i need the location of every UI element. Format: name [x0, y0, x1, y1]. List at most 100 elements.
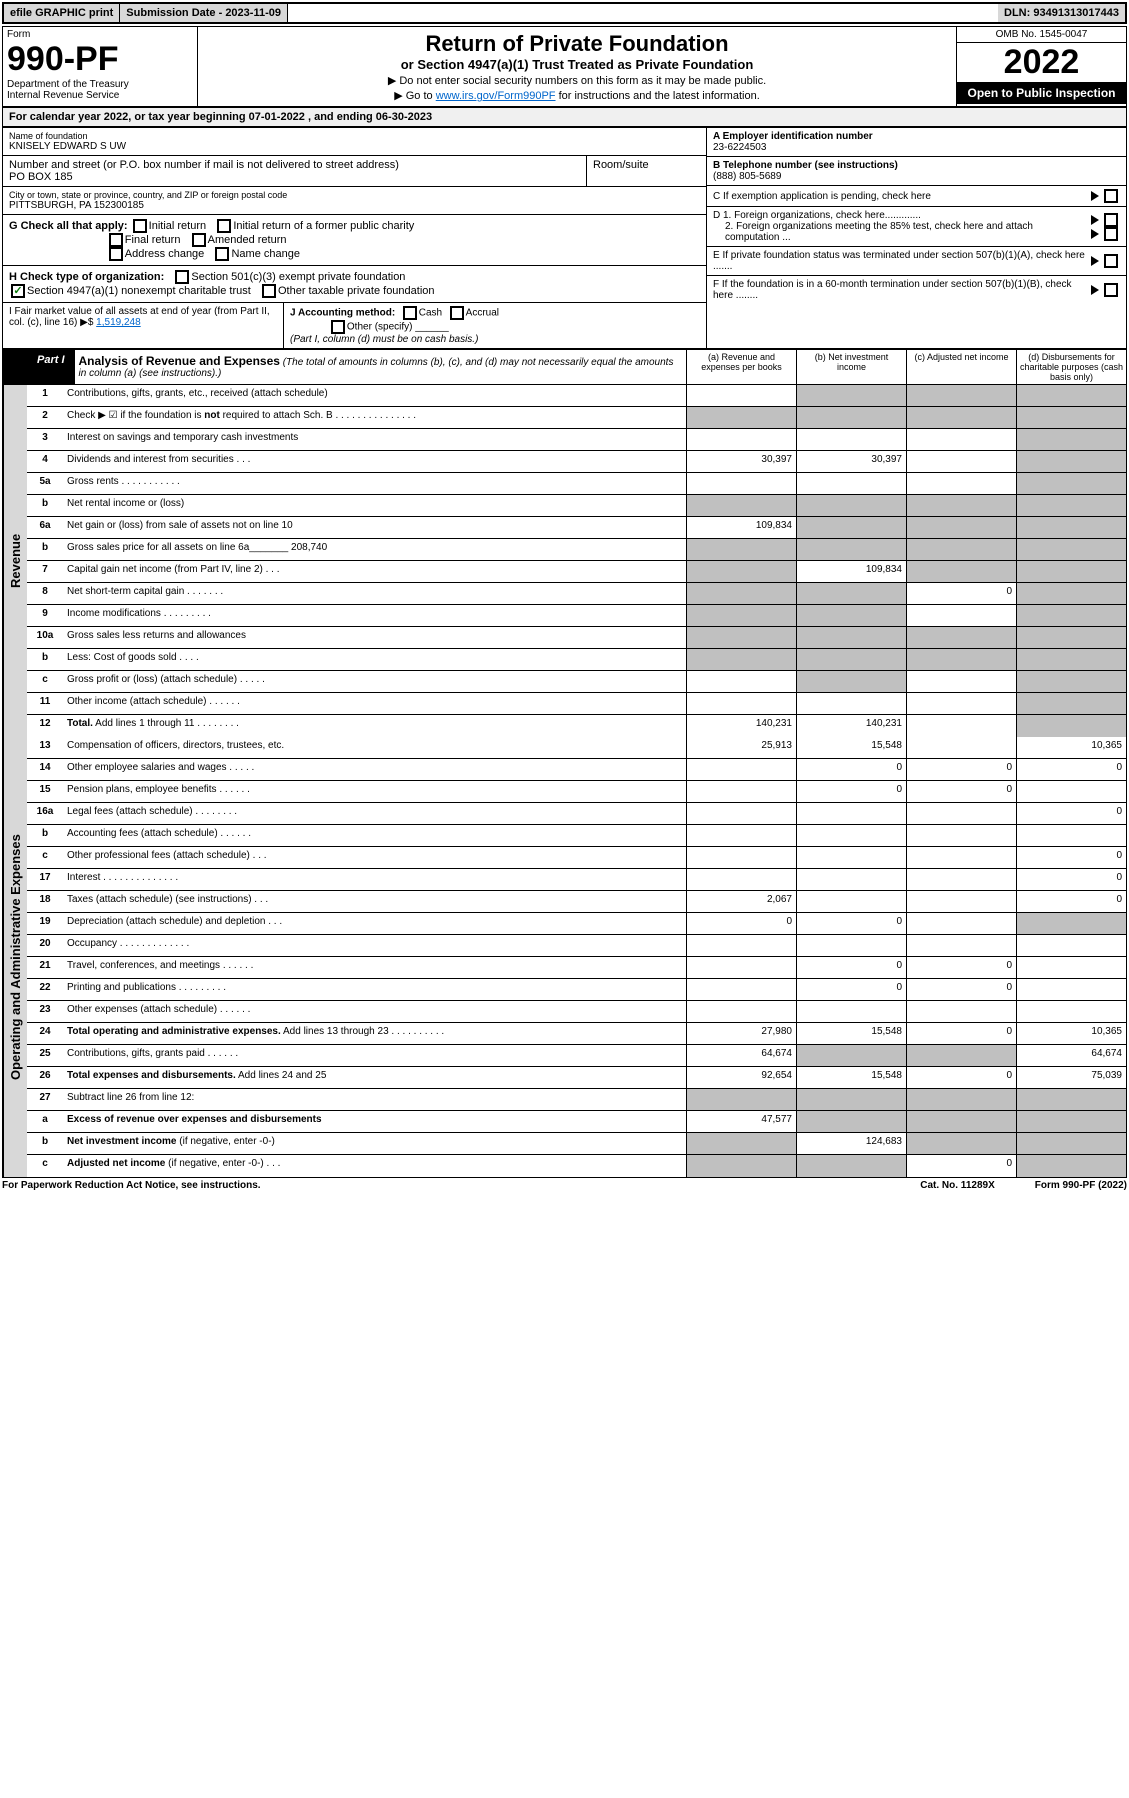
value-cell — [686, 1155, 796, 1177]
value-cell — [796, 539, 906, 560]
line-number: 23 — [27, 1001, 63, 1022]
table-row: cOther professional fees (attach schedul… — [27, 847, 1126, 869]
check-cash[interactable] — [403, 306, 417, 320]
line-description: Total operating and administrative expen… — [63, 1023, 686, 1044]
value-cell: 25,913 — [686, 737, 796, 758]
table-row: bLess: Cost of goods sold . . . . — [27, 649, 1126, 671]
check-initial-former[interactable] — [217, 219, 231, 233]
omb-number: OMB No. 1545-0047 — [957, 27, 1126, 43]
line-description: Accounting fees (attach schedule) . . . … — [63, 825, 686, 846]
value-cell — [796, 869, 906, 890]
line-number: 2 — [27, 407, 63, 428]
check-name[interactable] — [215, 247, 229, 261]
value-cell — [906, 1001, 1016, 1022]
check-other-taxable[interactable] — [262, 284, 276, 298]
value-cell — [686, 627, 796, 648]
line-description: Adjusted net income (if negative, enter … — [63, 1155, 686, 1177]
submission-date: Submission Date - 2023-11-09 — [120, 4, 288, 22]
value-cell — [906, 539, 1016, 560]
value-cell: 140,231 — [686, 715, 796, 737]
value-cell: 0 — [1016, 891, 1126, 912]
line-number: 3 — [27, 429, 63, 450]
footer: For Paperwork Reduction Act Notice, see … — [2, 1180, 1127, 1191]
value-cell: 0 — [1016, 847, 1126, 868]
value-cell — [686, 1001, 796, 1022]
address: PO BOX 185 — [9, 171, 580, 183]
table-row: 19Depreciation (attach schedule) and dep… — [27, 913, 1126, 935]
check-85pct[interactable] — [1104, 227, 1118, 241]
value-cell: 109,834 — [686, 517, 796, 538]
value-cell — [1016, 451, 1126, 472]
table-row: 16aLegal fees (attach schedule) . . . . … — [27, 803, 1126, 825]
subtitle: or Section 4947(a)(1) Trust Treated as P… — [202, 57, 952, 72]
value-cell — [1016, 495, 1126, 516]
value-cell: 0 — [796, 979, 906, 1000]
check-other-method[interactable] — [331, 320, 345, 334]
value-cell — [906, 407, 1016, 428]
arrow-icon — [1091, 285, 1099, 295]
value-cell — [796, 1001, 906, 1022]
value-cell: 92,654 — [686, 1067, 796, 1088]
value-cell — [906, 495, 1016, 516]
value-cell — [686, 847, 796, 868]
value-cell: 2,067 — [686, 891, 796, 912]
check-terminated[interactable] — [1104, 254, 1118, 268]
check-exemption[interactable] — [1104, 189, 1118, 203]
line-description: Printing and publications . . . . . . . … — [63, 979, 686, 1000]
col-a-hdr: (a) Revenue and expenses per books — [686, 350, 796, 384]
value-cell — [686, 935, 796, 956]
check-60month[interactable] — [1104, 283, 1118, 297]
check-foreign[interactable] — [1104, 213, 1118, 227]
value-cell — [686, 957, 796, 978]
value-cell — [906, 451, 1016, 472]
arrow-icon — [1091, 229, 1099, 239]
form-link[interactable]: www.irs.gov/Form990PF — [436, 90, 556, 102]
line-number: 1 — [27, 385, 63, 406]
check-4947[interactable] — [11, 284, 25, 298]
city-state-zip: PITTSBURGH, PA 152300185 — [9, 200, 700, 211]
value-cell — [796, 1089, 906, 1110]
line-description: Other professional fees (attach schedule… — [63, 847, 686, 868]
value-cell: 0 — [796, 957, 906, 978]
line-number: 8 — [27, 583, 63, 604]
table-row: 27Subtract line 26 from line 12: — [27, 1089, 1126, 1111]
value-cell: 15,548 — [796, 737, 906, 758]
line-description: Compensation of officers, directors, tru… — [63, 737, 686, 758]
value-cell — [796, 1111, 906, 1132]
check-address[interactable] — [109, 247, 123, 261]
value-cell — [1016, 1133, 1126, 1154]
line-description: Total expenses and disbursements. Add li… — [63, 1067, 686, 1088]
value-cell: 30,397 — [796, 451, 906, 472]
fmv-value[interactable]: 1,519,248 — [96, 317, 141, 328]
check-accrual[interactable] — [450, 306, 464, 320]
value-cell — [1016, 1089, 1126, 1110]
line-description: Occupancy . . . . . . . . . . . . . — [63, 935, 686, 956]
table-row: bAccounting fees (attach schedule) . . .… — [27, 825, 1126, 847]
h-checks: H Check type of organization: Section 50… — [3, 266, 706, 303]
value-cell — [906, 605, 1016, 626]
line-number: 26 — [27, 1067, 63, 1088]
table-row: 2Check ▶ ☑ if the foundation is not requ… — [27, 407, 1126, 429]
line-number: 4 — [27, 451, 63, 472]
line-number: 18 — [27, 891, 63, 912]
line-description: Capital gain net income (from Part IV, l… — [63, 561, 686, 582]
table-row: 11Other income (attach schedule) . . . .… — [27, 693, 1126, 715]
name-label: Name of foundation — [9, 131, 700, 141]
line-description: Gross profit or (loss) (attach schedule)… — [63, 671, 686, 692]
line-description: Income modifications . . . . . . . . . — [63, 605, 686, 626]
line-number: 19 — [27, 913, 63, 934]
check-501c3[interactable] — [175, 270, 189, 284]
line-description: Gross sales less returns and allowances — [63, 627, 686, 648]
dept-treasury: Department of the Treasury — [7, 79, 193, 90]
ein-label: A Employer identification number — [713, 131, 873, 142]
table-row: bGross sales price for all assets on lin… — [27, 539, 1126, 561]
table-row: 6aNet gain or (loss) from sale of assets… — [27, 517, 1126, 539]
check-final[interactable] — [109, 233, 123, 247]
value-cell — [686, 583, 796, 604]
value-cell: 0 — [906, 1067, 1016, 1088]
check-amended[interactable] — [192, 233, 206, 247]
check-initial[interactable] — [133, 219, 147, 233]
line-number: b — [27, 539, 63, 560]
value-cell — [1016, 605, 1126, 626]
value-cell: 0 — [906, 759, 1016, 780]
